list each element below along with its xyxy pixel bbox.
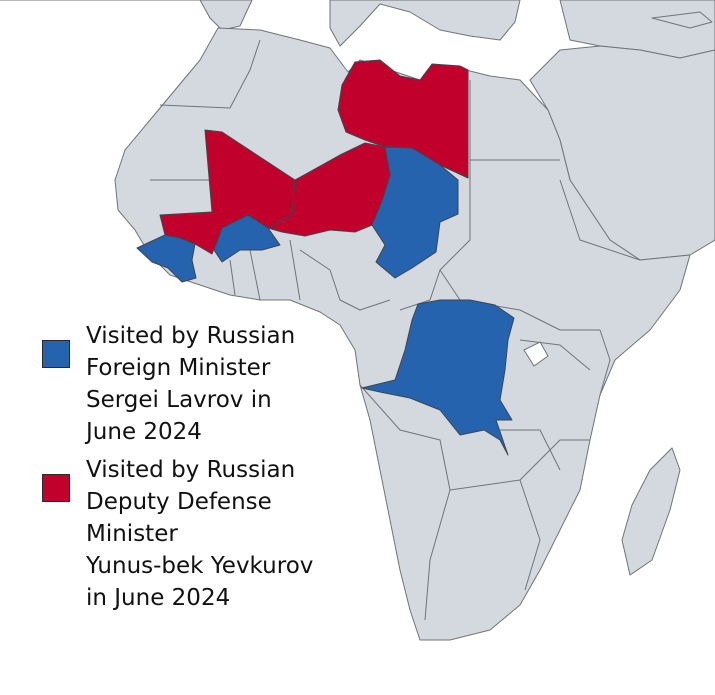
iberia-region <box>0 0 253 31</box>
italy-balkans-region <box>329 0 521 47</box>
legend: Visited by Russian Foreign Minister Serg… <box>42 320 342 620</box>
legend-swatch-lavrov <box>42 340 70 368</box>
libya <box>337 59 469 179</box>
legend-item-lavrov: Visited by Russian Foreign Minister Serg… <box>42 320 342 448</box>
burkina-faso <box>213 214 281 263</box>
legend-label-yevkurov: Visited by Russian Deputy Defense Minist… <box>86 457 314 611</box>
guinea <box>136 234 197 283</box>
madagascar-island <box>621 447 681 576</box>
lake-victoria <box>523 341 549 367</box>
country-borders <box>150 39 641 621</box>
legend-item-yevkurov: Visited by Russian Deputy Defense Minist… <box>42 454 342 614</box>
niger <box>267 142 391 237</box>
legend-label-lavrov: Visited by Russian Foreign Minister Serg… <box>86 323 296 445</box>
chad <box>371 146 459 279</box>
republic-of-congo <box>361 299 515 456</box>
cyprus-island <box>651 11 713 29</box>
legend-swatch-yevkurov <box>42 474 70 502</box>
